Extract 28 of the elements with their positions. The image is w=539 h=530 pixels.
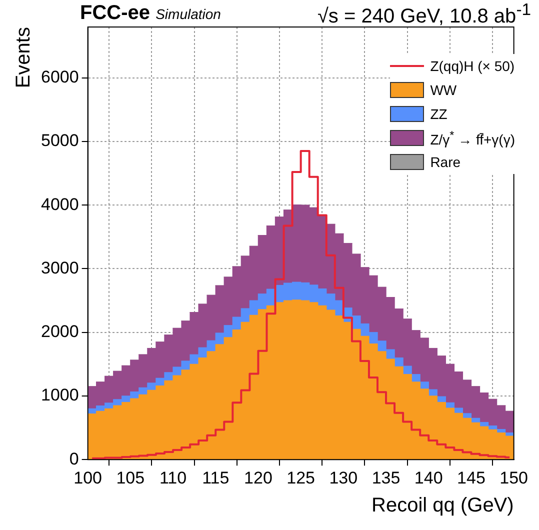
y-tick-label: 6000 <box>40 68 79 87</box>
x-tick-label: 145 <box>457 468 486 488</box>
y-axis-title: Events <box>12 27 35 88</box>
x-tick-label: 115 <box>202 468 230 488</box>
x-tick-label: 100 <box>74 468 102 488</box>
x-tick-label: 150 <box>500 468 528 488</box>
y-tick-label: 0 <box>69 449 79 468</box>
x-tick-label: 105 <box>116 468 145 488</box>
chart-title: FCC-ee <box>80 2 150 24</box>
y-tick-label: 5000 <box>40 131 79 150</box>
x-tick-label: 125 <box>286 468 316 488</box>
x-axis-title: Recoil qq (GeV) <box>372 494 514 517</box>
y-tick-label: 2000 <box>40 322 79 342</box>
legend-label: Rare <box>430 153 461 172</box>
x-tick-label: 135 <box>372 468 400 488</box>
x-tick-label: 140 <box>414 468 443 488</box>
y-tick-label: 4000 <box>40 194 79 214</box>
legend-label: Z(qq)H (× 50) <box>430 57 515 76</box>
legend-label: ZZ <box>430 105 448 124</box>
y-tick-label: 3000 <box>40 258 79 278</box>
x-tick-label: 110 <box>159 468 187 488</box>
x-tick-label: 120 <box>244 468 272 488</box>
chart-subtitle: Simulation <box>156 6 221 22</box>
y-tick-label: 1000 <box>40 386 79 405</box>
annotation: √s = 240 GeV, 10.8 ab$^{-1}$ <box>317 0 531 29</box>
legend-label: Z/γ$^{*}$ → ff̄+γ(γ) <box>430 128 515 150</box>
legend-label: WW <box>430 81 457 100</box>
x-tick-label: 130 <box>329 468 358 488</box>
